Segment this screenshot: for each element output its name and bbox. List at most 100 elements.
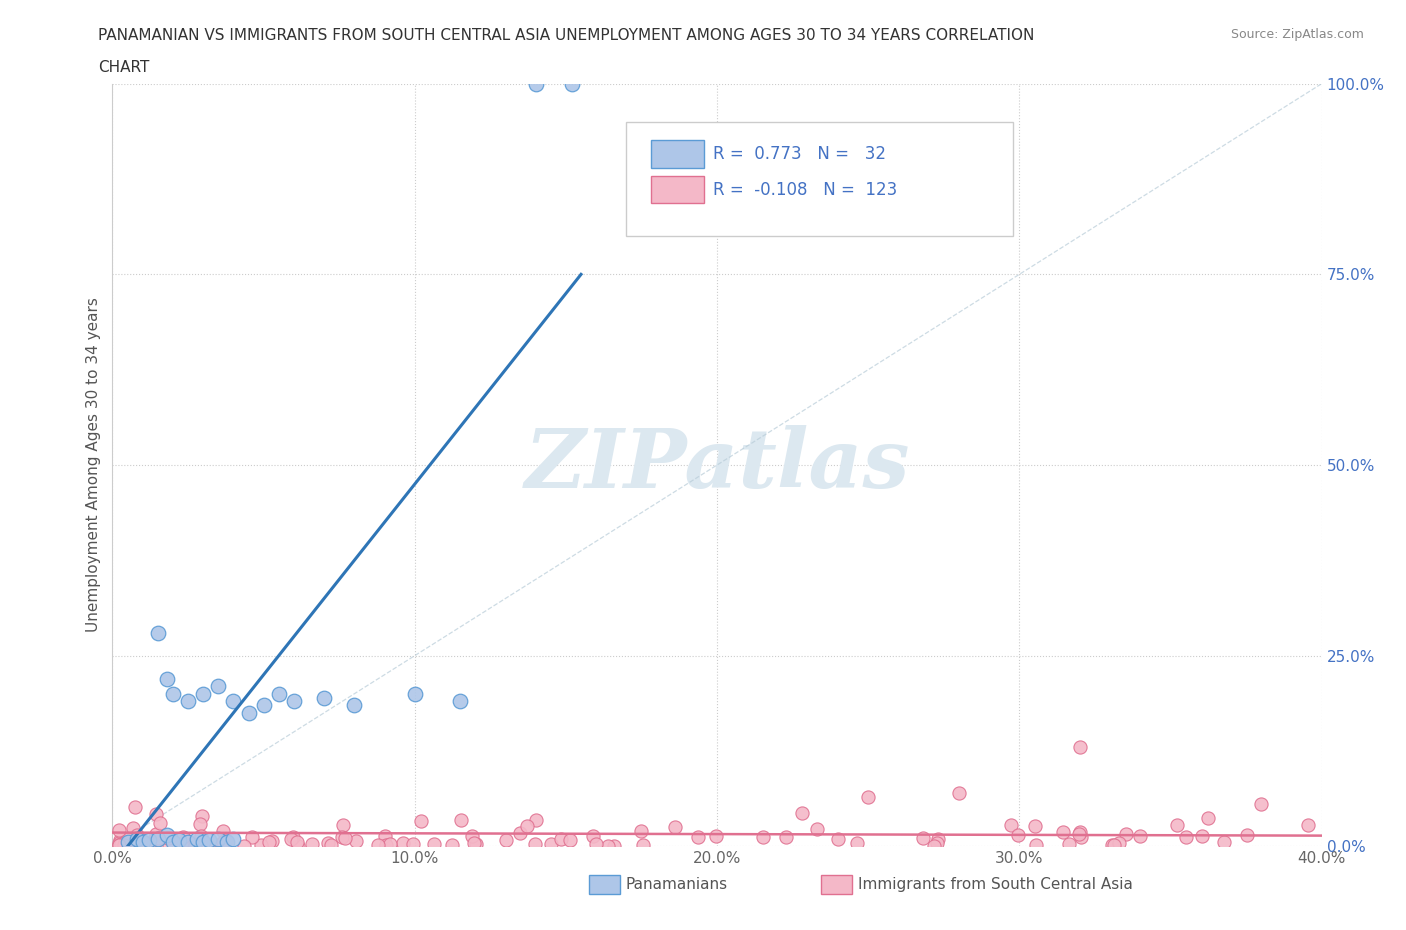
- Point: [132, 835, 155, 850]
- Point: [664, 819, 686, 834]
- Point: [318, 835, 340, 850]
- Point: [124, 800, 146, 815]
- Point: [167, 832, 190, 847]
- Point: [217, 835, 239, 850]
- Point: [440, 837, 463, 852]
- Point: [146, 830, 169, 845]
- Point: [240, 830, 263, 844]
- Point: [856, 790, 880, 804]
- Point: [827, 832, 849, 847]
- Point: [162, 686, 184, 701]
- Point: [191, 686, 214, 701]
- Point: [1115, 827, 1137, 842]
- Point: [212, 823, 235, 838]
- Point: [585, 836, 607, 851]
- Point: [207, 831, 229, 846]
- Point: [404, 686, 426, 701]
- Text: CHART: CHART: [98, 60, 150, 75]
- Point: [790, 805, 813, 820]
- Point: [561, 76, 583, 91]
- Point: [172, 830, 194, 844]
- Text: R =  0.773   N =   32: R = 0.773 N = 32: [713, 145, 886, 163]
- Y-axis label: Unemployment Among Ages 30 to 34 years: Unemployment Among Ages 30 to 34 years: [86, 298, 101, 632]
- Point: [107, 837, 129, 852]
- Point: [631, 838, 654, 853]
- Point: [1069, 739, 1091, 754]
- Point: [145, 827, 167, 842]
- Point: [191, 835, 214, 850]
- Point: [191, 809, 214, 824]
- Point: [846, 835, 869, 850]
- Point: [222, 694, 245, 709]
- Point: [495, 832, 517, 847]
- Point: [391, 835, 413, 850]
- Point: [184, 838, 207, 853]
- Point: [332, 818, 354, 833]
- Point: [374, 828, 396, 843]
- Point: [1101, 838, 1123, 853]
- Point: [128, 836, 150, 851]
- Point: [170, 836, 193, 851]
- Text: R =  -0.108   N =  123: R = -0.108 N = 123: [713, 180, 897, 199]
- Point: [149, 816, 172, 830]
- Point: [122, 838, 145, 853]
- Point: [146, 625, 169, 640]
- Point: [1129, 829, 1152, 844]
- Point: [156, 830, 179, 845]
- Point: [1236, 827, 1258, 842]
- Point: [131, 832, 153, 847]
- Point: [232, 838, 254, 853]
- Point: [215, 835, 238, 850]
- Point: [1069, 826, 1091, 841]
- Point: [314, 690, 336, 705]
- Point: [146, 831, 169, 846]
- Point: [198, 832, 221, 847]
- Point: [1070, 830, 1092, 844]
- Point: [197, 838, 219, 853]
- Point: [1025, 837, 1047, 852]
- Point: [922, 838, 945, 853]
- Point: [465, 836, 488, 851]
- Point: [108, 832, 131, 847]
- Point: [319, 838, 342, 853]
- Point: [560, 832, 582, 847]
- Point: [107, 822, 129, 837]
- Point: [125, 831, 148, 846]
- Point: [260, 834, 283, 849]
- Point: [550, 831, 572, 846]
- Point: [107, 835, 129, 850]
- Point: [409, 814, 432, 829]
- Point: [120, 836, 142, 851]
- Point: [128, 835, 150, 850]
- Text: Immigrants from South Central Asia: Immigrants from South Central Asia: [858, 877, 1133, 892]
- Point: [540, 836, 562, 851]
- Point: [285, 834, 308, 849]
- Point: [1296, 817, 1319, 832]
- Point: [423, 837, 446, 852]
- Point: [127, 832, 149, 847]
- Point: [463, 835, 485, 850]
- Point: [156, 828, 179, 843]
- FancyBboxPatch shape: [626, 122, 1014, 236]
- Text: PANAMANIAN VS IMMIGRANTS FROM SOUTH CENTRAL ASIA UNEMPLOYMENT AMONG AGES 30 TO 3: PANAMANIAN VS IMMIGRANTS FROM SOUTH CENT…: [98, 28, 1035, 43]
- Point: [122, 821, 145, 836]
- FancyBboxPatch shape: [651, 176, 704, 204]
- FancyBboxPatch shape: [651, 140, 704, 167]
- Point: [461, 829, 484, 844]
- Point: [145, 806, 167, 821]
- Point: [301, 836, 323, 851]
- Point: [125, 835, 148, 850]
- Point: [280, 831, 302, 846]
- Point: [281, 830, 304, 844]
- Point: [259, 835, 281, 850]
- Point: [1108, 836, 1130, 851]
- Point: [344, 834, 367, 849]
- Point: [157, 838, 180, 853]
- Point: [186, 831, 208, 846]
- Point: [138, 837, 160, 852]
- Point: [143, 838, 166, 853]
- Point: [209, 836, 232, 851]
- Point: [1102, 837, 1125, 852]
- Point: [523, 836, 546, 851]
- Point: [238, 705, 260, 720]
